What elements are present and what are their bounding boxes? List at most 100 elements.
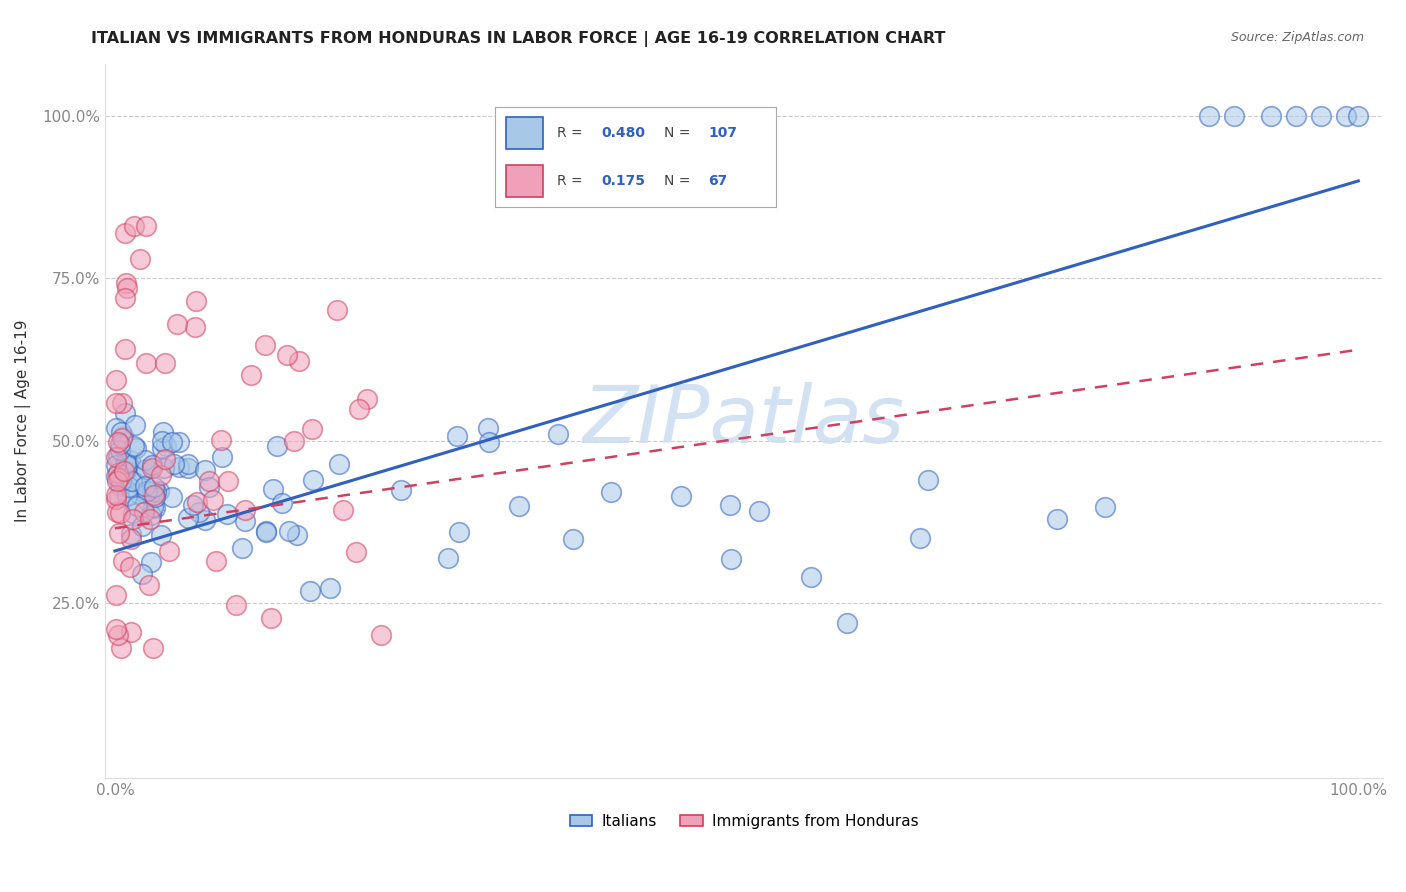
Point (260, 611, 283, 625)
Point (110, 641, 132, 656)
Point (124, 418, 146, 433)
Point (105, 373, 128, 387)
Point (108, 437, 131, 451)
Point (254, 524, 277, 539)
Point (134, 452, 156, 467)
Point (108, 479, 131, 493)
Text: ZIPatlas: ZIPatlas (583, 382, 905, 460)
Point (107, 449, 129, 463)
Point (288, 354, 311, 368)
Point (141, 508, 163, 523)
Point (108, 525, 131, 540)
Point (169, 459, 191, 474)
Point (112, 464, 135, 478)
Point (125, 442, 148, 456)
Point (262, 483, 284, 497)
Point (166, 317, 188, 331)
Point (160, 435, 183, 450)
Point (177, 457, 200, 471)
Y-axis label: In Labor Force | Age 16-19: In Labor Force | Age 16-19 (15, 320, 31, 523)
Point (139, 512, 162, 526)
Point (217, 507, 239, 521)
Point (205, 554, 228, 568)
Point (547, 426, 569, 441)
Point (135, 356, 157, 370)
Point (122, 219, 145, 234)
Point (141, 461, 163, 475)
Point (1046, 512, 1069, 526)
Point (446, 428, 468, 442)
Point (141, 458, 163, 472)
Point (217, 474, 239, 488)
Point (562, 533, 585, 547)
Point (120, 532, 142, 546)
Point (436, 551, 458, 566)
Point (328, 457, 350, 471)
Point (1310, 109, 1333, 123)
Point (128, 468, 150, 483)
Point (105, 474, 128, 488)
Point (105, 396, 128, 410)
Point (127, 499, 149, 513)
Point (283, 434, 305, 449)
Point (131, 566, 153, 581)
Point (253, 338, 276, 352)
Point (1223, 109, 1246, 123)
Point (107, 628, 129, 642)
Point (917, 473, 939, 487)
Text: Source: ZipAtlas.com: Source: ZipAtlas.com (1230, 31, 1364, 45)
Point (184, 294, 207, 309)
Point (718, 498, 741, 512)
Point (478, 435, 501, 450)
Point (319, 581, 342, 595)
Point (239, 368, 262, 383)
Point (198, 480, 221, 494)
Point (114, 226, 136, 240)
Point (143, 490, 166, 504)
Point (105, 505, 128, 519)
Point (153, 452, 176, 467)
Point (233, 503, 256, 517)
Point (720, 552, 742, 566)
Point (114, 342, 136, 356)
Point (112, 428, 135, 442)
Point (105, 458, 128, 472)
Point (114, 462, 136, 476)
Point (302, 473, 325, 487)
Point (150, 434, 173, 448)
Point (162, 457, 184, 471)
Point (181, 498, 204, 512)
Point (108, 443, 131, 458)
Point (356, 392, 378, 406)
Point (143, 480, 166, 494)
Point (148, 484, 170, 499)
Point (188, 505, 211, 519)
Point (115, 276, 138, 290)
Point (141, 483, 163, 498)
Point (120, 527, 142, 541)
Point (117, 489, 139, 503)
Point (143, 500, 166, 515)
Point (134, 479, 156, 493)
Point (299, 583, 322, 598)
Text: ITALIAN VS IMMIGRANTS FROM HONDURAS IN LABOR FORCE | AGE 16-19 CORRELATION CHART: ITALIAN VS IMMIGRANTS FROM HONDURAS IN L… (91, 31, 946, 47)
Point (135, 483, 157, 498)
Point (150, 468, 173, 483)
Point (266, 438, 288, 452)
Point (139, 555, 162, 569)
Point (1094, 500, 1116, 514)
Point (135, 487, 157, 501)
Point (121, 506, 143, 520)
Point (176, 461, 198, 475)
Point (135, 219, 157, 234)
Point (118, 559, 141, 574)
Point (121, 474, 143, 488)
Point (198, 474, 221, 488)
Point (209, 434, 232, 448)
Point (120, 452, 142, 467)
Point (108, 471, 131, 485)
Point (271, 496, 294, 510)
Point (285, 528, 308, 542)
Point (105, 588, 128, 602)
Point (150, 441, 173, 455)
